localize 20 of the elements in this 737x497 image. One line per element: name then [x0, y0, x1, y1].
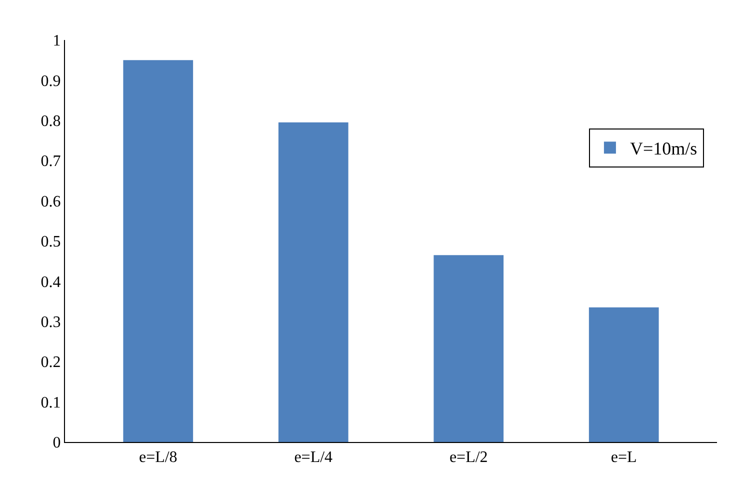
y-tick-label: 1	[52, 32, 61, 50]
y-tick-label: 0.2	[40, 354, 61, 372]
y-tick-label: 0.5	[40, 234, 61, 251]
bar	[434, 255, 504, 442]
legend-label: V=10m/s	[630, 138, 698, 159]
x-tick-label: e=L/8	[138, 449, 178, 466]
y-tick-label: 0	[52, 434, 61, 452]
bar	[278, 122, 348, 442]
y-tick-label: 0.4	[40, 274, 61, 291]
y-tick-label: 0.8	[40, 113, 61, 130]
y-tick-label: 0.9	[40, 72, 61, 90]
x-tick-label: e=L/2	[449, 449, 488, 466]
y-tick-label: 0.3	[40, 314, 61, 331]
y-tick-label: 0.1	[40, 394, 61, 412]
x-tick-label: e=L	[610, 449, 637, 466]
bar	[123, 60, 194, 442]
y-tick-label: 0.7	[40, 153, 61, 170]
y-tick-label: 0.6	[40, 193, 61, 210]
bar	[588, 307, 659, 442]
x-tick-label: e=L/4	[294, 449, 333, 466]
